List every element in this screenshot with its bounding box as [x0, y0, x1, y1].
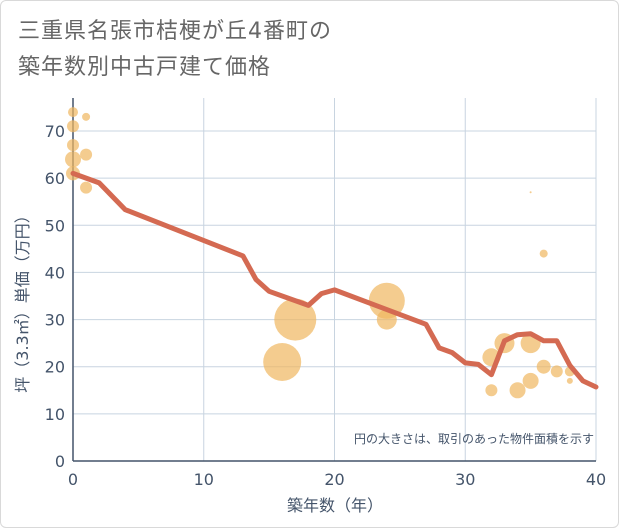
data-bubble	[509, 382, 526, 399]
y-tick-label: 40	[45, 263, 65, 282]
data-bubble	[68, 107, 78, 118]
bubble-size-note: 円の大きさは、取引のあった物件面積を示す	[354, 431, 594, 446]
data-bubble	[67, 139, 79, 152]
x-tick-label: 20	[324, 470, 344, 489]
x-axis-label: 築年数（年）	[287, 496, 383, 515]
data-bubble	[67, 120, 79, 133]
y-tick-label: 30	[45, 311, 65, 330]
chart-title-line-1: 三重県名張市桔梗が丘4番町の	[18, 19, 332, 44]
x-tick-label: 0	[68, 470, 78, 489]
data-bubble	[368, 282, 405, 319]
x-tick-label: 40	[586, 470, 606, 489]
x-tick-label: 30	[455, 470, 475, 489]
data-bubble	[485, 384, 498, 397]
y-tick-label: 0	[55, 452, 65, 471]
average-line	[70, 170, 599, 390]
average-line-layer	[70, 170, 599, 390]
tick-labels: 0 10 20 30 40 0 10 20 30 40 50 60 70	[45, 122, 607, 489]
data-bubble	[80, 181, 93, 194]
data-bubble	[550, 365, 563, 378]
data-bubble	[82, 112, 91, 121]
chart-title-line-2: 築年数別中古戸建て価格	[18, 55, 272, 80]
data-bubble	[263, 343, 302, 381]
chart-title: 三重県名張市桔梗が丘4番町の 築年数別中古戸建て価格	[18, 14, 578, 86]
data-bubble	[80, 148, 93, 161]
data-bubble	[529, 191, 532, 194]
data-bubble	[566, 377, 573, 384]
data-bubble	[65, 151, 81, 168]
y-axis-label: 坪（3.3㎡）単価（万円）	[13, 207, 32, 392]
data-bubble	[536, 359, 551, 374]
y-tick-label: 60	[45, 169, 65, 188]
y-tick-label: 50	[45, 216, 65, 235]
grid-lines	[73, 98, 597, 461]
y-tick-label: 20	[45, 358, 65, 377]
data-bubble	[274, 298, 317, 341]
y-tick-label: 70	[45, 122, 65, 141]
x-tick-label: 10	[194, 470, 214, 489]
data-bubble	[376, 309, 397, 330]
data-bubble	[539, 249, 548, 258]
y-tick-label: 10	[45, 405, 65, 424]
data-bubble	[522, 372, 539, 389]
